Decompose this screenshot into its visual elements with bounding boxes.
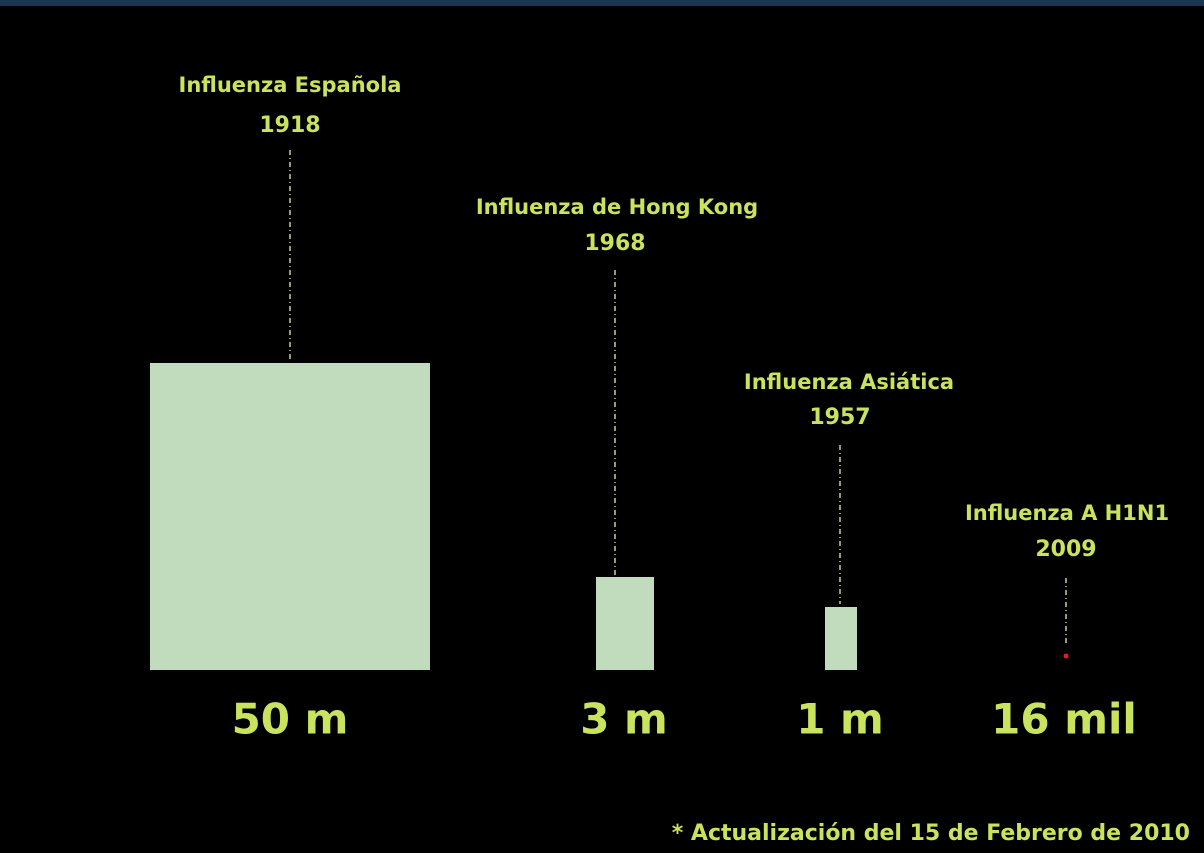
flu-year: 1957 xyxy=(809,405,870,430)
death-box xyxy=(150,363,430,670)
death-box xyxy=(825,607,857,670)
flu-year: 2009 xyxy=(1035,537,1096,562)
flu-name: Influenza A H1N1 xyxy=(965,501,1169,525)
flu-year: 1918 xyxy=(259,113,320,138)
top-border xyxy=(0,0,1204,6)
footnote: * Actualización del 15 de Febrero de 201… xyxy=(672,821,1190,846)
death-count: 3 m xyxy=(580,695,668,744)
flu-year: 1968 xyxy=(584,231,645,256)
death-dot xyxy=(1063,653,1069,659)
death-count: 1 m xyxy=(796,695,884,744)
flu-name: Influenza Asiática xyxy=(744,370,954,394)
flu-name: Influenza Española xyxy=(179,73,402,97)
death-box xyxy=(596,577,654,670)
death-count: 16 mil xyxy=(991,695,1137,744)
flu-name: Influenza de Hong Kong xyxy=(476,195,758,219)
death-count: 50 m xyxy=(232,695,349,744)
